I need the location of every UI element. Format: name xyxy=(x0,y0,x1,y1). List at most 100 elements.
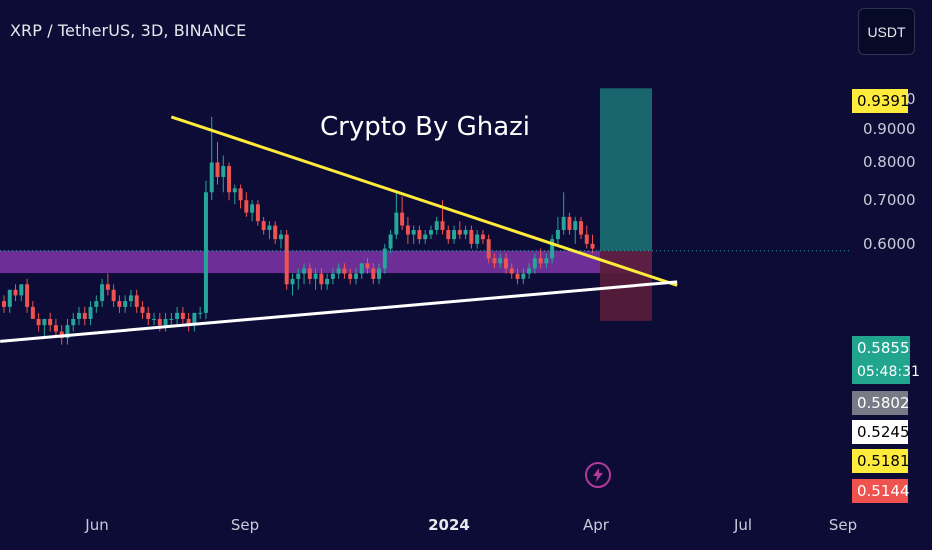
candle-body xyxy=(365,263,370,269)
candle-body xyxy=(36,318,41,326)
candle-body xyxy=(330,273,335,279)
symbol-title[interactable]: XRP / TetherUS, 3D, BINANCE xyxy=(10,21,247,40)
candle-body xyxy=(567,216,572,231)
candle-body xyxy=(590,243,595,249)
candle-body xyxy=(325,278,330,285)
candle-body xyxy=(296,273,301,279)
price-badge: 0.5855 xyxy=(852,336,910,360)
candle-body xyxy=(71,318,76,326)
candle-body xyxy=(503,258,508,269)
price-tick-label: 0.6000 xyxy=(863,234,916,253)
candle-body xyxy=(111,289,116,302)
candle-body xyxy=(353,273,358,279)
candle-body xyxy=(140,306,145,313)
candle-body xyxy=(94,301,99,307)
candle-body xyxy=(388,234,393,249)
candle-body xyxy=(307,268,312,279)
candle-body xyxy=(82,312,87,319)
candle-body xyxy=(65,325,70,339)
price-badge: 0.5802 xyxy=(852,391,910,415)
candle-body xyxy=(25,284,30,307)
time-tick-label: Sep xyxy=(230,516,260,534)
candle-body xyxy=(180,312,185,319)
candle-body xyxy=(250,204,255,213)
price-tick-label: 0.7000 xyxy=(863,191,916,210)
candle-body xyxy=(261,221,266,231)
candle-body xyxy=(255,204,260,222)
candle-body xyxy=(584,234,589,244)
candle-body xyxy=(238,188,243,201)
candle-body xyxy=(561,216,566,231)
candle-body xyxy=(382,248,387,269)
candle-body xyxy=(527,268,532,274)
candle-body xyxy=(313,273,318,279)
candle-body xyxy=(509,268,514,274)
support-trendline xyxy=(0,280,678,343)
time-tick-label: Apr xyxy=(583,516,609,534)
candle-body xyxy=(492,258,497,264)
resistance-trendline xyxy=(170,115,678,287)
candle-body xyxy=(192,312,197,326)
price-tick-label: 0.8000 xyxy=(863,153,916,172)
candle-body xyxy=(555,230,560,240)
candle-body xyxy=(417,230,422,240)
candle-body xyxy=(152,318,157,320)
candle-body xyxy=(13,289,18,296)
watermark-text: Crypto By Ghazi xyxy=(320,112,531,142)
candle-body xyxy=(221,166,226,177)
candle-body xyxy=(475,234,480,244)
candle-body xyxy=(267,225,272,231)
bar-countdown: 05:48:31 xyxy=(852,360,920,384)
candle-body xyxy=(105,284,110,290)
candle-body xyxy=(203,192,208,313)
candle-body xyxy=(53,325,58,332)
candle-body xyxy=(428,230,433,235)
candle-body xyxy=(377,268,382,279)
candle-body xyxy=(244,200,249,213)
candle-body xyxy=(405,225,410,235)
candle-body xyxy=(423,234,428,240)
candle-body xyxy=(452,230,457,240)
candle-body xyxy=(157,318,162,326)
candle-body xyxy=(515,273,520,279)
candle-body xyxy=(123,301,128,307)
time-tick-label: Jun xyxy=(85,516,109,534)
target-zone xyxy=(600,88,652,251)
candle-body xyxy=(411,230,416,235)
candle-body xyxy=(227,166,232,193)
candle-body xyxy=(2,301,6,307)
support-zone xyxy=(0,250,652,274)
candle-body xyxy=(48,318,53,326)
candle-body xyxy=(290,278,295,285)
candle-body xyxy=(336,268,341,274)
candle-body xyxy=(232,188,237,193)
candle-body xyxy=(100,284,105,302)
candle-body xyxy=(521,273,526,279)
candle-body xyxy=(446,230,451,240)
candle-body xyxy=(175,312,180,319)
price-badge: 0.9391 xyxy=(852,89,910,113)
candle-body xyxy=(434,221,439,231)
candle-body xyxy=(440,221,445,231)
price-badge: 0.5181 xyxy=(852,449,910,473)
lightning-icon[interactable] xyxy=(585,462,611,488)
price-badge: 0.5144 xyxy=(852,479,910,503)
candle-body xyxy=(19,284,24,296)
candle-body xyxy=(273,225,278,240)
candle-body xyxy=(77,312,82,319)
time-tick-label: 2024 xyxy=(428,516,470,534)
candle-body xyxy=(284,234,289,285)
candle-body xyxy=(463,230,468,235)
candle-body xyxy=(7,289,12,307)
currency-button[interactable]: USDT xyxy=(858,8,915,55)
candle-body xyxy=(302,268,307,274)
candle-body xyxy=(117,301,122,307)
candle-body xyxy=(573,221,578,231)
candle-body xyxy=(30,306,35,319)
candle-body xyxy=(186,318,191,326)
price-badge: 0.5245 xyxy=(852,420,910,444)
candle-body xyxy=(163,318,168,326)
candle-body xyxy=(128,295,133,302)
candle-body xyxy=(400,212,405,226)
